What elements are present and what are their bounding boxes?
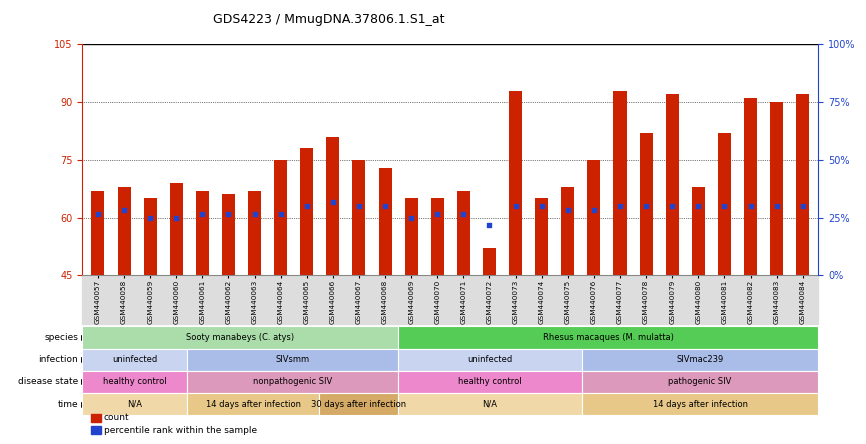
Bar: [144, 198, 157, 275]
Point: [508, 202, 522, 210]
Text: ▶: ▶: [81, 400, 87, 408]
Bar: [430, 198, 443, 275]
Bar: [587, 160, 600, 275]
Text: SIVsmm: SIVsmm: [275, 355, 310, 364]
Bar: [692, 187, 705, 275]
Bar: [483, 248, 496, 275]
Point: [404, 214, 418, 221]
Point: [143, 214, 157, 221]
Bar: [613, 91, 626, 275]
Bar: [535, 198, 548, 275]
Point: [430, 210, 444, 217]
Text: 14 days after infection: 14 days after infection: [205, 400, 301, 408]
Point: [717, 202, 731, 210]
Bar: [666, 95, 679, 275]
Text: disease state: disease state: [17, 377, 78, 386]
Text: ▶: ▶: [81, 355, 87, 364]
Text: time: time: [57, 400, 78, 408]
Point: [170, 214, 184, 221]
Text: infection: infection: [38, 355, 78, 364]
Text: ▶: ▶: [81, 333, 87, 342]
Point: [274, 210, 288, 217]
Bar: [301, 148, 313, 275]
Bar: [222, 194, 235, 275]
Text: healthy control: healthy control: [103, 377, 166, 386]
Text: uninfected: uninfected: [467, 355, 513, 364]
Text: 30 days after infection: 30 days after infection: [311, 400, 406, 408]
Text: percentile rank within the sample: percentile rank within the sample: [104, 426, 257, 435]
Bar: [509, 91, 522, 275]
Bar: [352, 160, 365, 275]
Bar: [170, 183, 183, 275]
Bar: [404, 198, 417, 275]
Point: [456, 210, 470, 217]
Text: Rhesus macaques (M. mulatta): Rhesus macaques (M. mulatta): [543, 333, 674, 342]
Point: [300, 202, 313, 210]
Point: [770, 202, 784, 210]
Point: [117, 206, 131, 214]
Bar: [92, 190, 105, 275]
Point: [248, 210, 262, 217]
Point: [744, 202, 758, 210]
Point: [691, 202, 705, 210]
Point: [613, 202, 627, 210]
Bar: [561, 187, 574, 275]
Point: [561, 206, 575, 214]
Text: healthy control: healthy control: [458, 377, 521, 386]
Point: [665, 202, 679, 210]
Point: [639, 202, 653, 210]
Point: [796, 202, 810, 210]
Text: nonpathogenic SIV: nonpathogenic SIV: [253, 377, 333, 386]
Point: [534, 202, 548, 210]
Bar: [196, 190, 209, 275]
Bar: [796, 95, 809, 275]
Bar: [718, 133, 731, 275]
Text: count: count: [104, 413, 130, 422]
Text: ▶: ▶: [81, 377, 87, 386]
Point: [587, 206, 601, 214]
Bar: [457, 190, 470, 275]
Point: [378, 202, 392, 210]
Bar: [770, 102, 783, 275]
Text: N/A: N/A: [482, 400, 497, 408]
Bar: [118, 187, 131, 275]
Point: [196, 210, 210, 217]
Text: SIVmac239: SIVmac239: [676, 355, 724, 364]
Point: [91, 210, 105, 217]
Text: Sooty manabeys (C. atys): Sooty manabeys (C. atys): [186, 333, 294, 342]
Bar: [275, 160, 288, 275]
Point: [326, 198, 339, 206]
Bar: [744, 98, 757, 275]
Bar: [326, 137, 339, 275]
Text: GDS4223 / MmugDNA.37806.1.S1_at: GDS4223 / MmugDNA.37806.1.S1_at: [213, 13, 445, 26]
Text: 14 days after infection: 14 days after infection: [653, 400, 747, 408]
Point: [352, 202, 366, 210]
Text: uninfected: uninfected: [113, 355, 158, 364]
Bar: [378, 167, 391, 275]
Text: species: species: [44, 333, 78, 342]
Text: pathogenic SIV: pathogenic SIV: [669, 377, 732, 386]
Bar: [248, 190, 261, 275]
Text: N/A: N/A: [127, 400, 142, 408]
Bar: [640, 133, 653, 275]
Point: [222, 210, 236, 217]
Point: [482, 222, 496, 229]
